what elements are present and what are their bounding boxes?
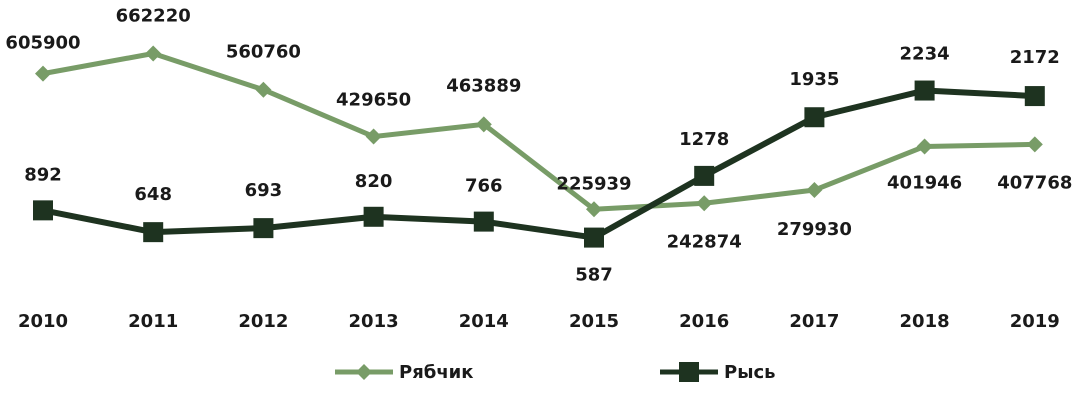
point <box>1024 86 1045 107</box>
data-label: 605900 <box>5 33 80 54</box>
point <box>696 195 713 212</box>
x-tick-label: 2015 <box>569 311 619 332</box>
data-label: 1278 <box>679 129 729 150</box>
point <box>143 222 164 243</box>
x-tick-label: 2019 <box>1010 311 1060 332</box>
x-tick-label: 2013 <box>349 311 399 332</box>
point <box>253 218 274 239</box>
point <box>365 128 382 145</box>
x-tick-label: 2016 <box>679 311 729 332</box>
point <box>473 211 494 232</box>
point <box>584 227 604 248</box>
data-label: 2172 <box>1010 47 1060 68</box>
series-line <box>42 50 1035 212</box>
x-tick-label: 2011 <box>128 311 178 332</box>
point <box>33 200 53 221</box>
data-label: 766 <box>465 176 503 197</box>
point <box>806 182 823 199</box>
data-label: 401946 <box>887 172 962 193</box>
legend-label: Рябчик <box>399 362 474 383</box>
point <box>804 107 825 128</box>
legend-label: Рысь <box>724 362 776 383</box>
point <box>145 45 162 62</box>
x-tick-label: 2010 <box>18 311 68 332</box>
data-label: 892 <box>24 164 62 185</box>
point <box>475 116 492 133</box>
data-label: 279930 <box>777 219 852 240</box>
data-label: 560760 <box>226 42 301 63</box>
point <box>356 364 372 380</box>
data-label: 407768 <box>997 172 1072 193</box>
data-label: 242874 <box>667 231 742 252</box>
point <box>586 201 602 218</box>
data-label: 2234 <box>900 44 950 65</box>
data-label: 463889 <box>446 75 521 96</box>
data-label: 225939 <box>556 173 631 194</box>
point <box>255 81 272 98</box>
data-label: 820 <box>355 171 393 192</box>
data-label: 587 <box>575 265 613 286</box>
x-tick-label: 2012 <box>238 311 288 332</box>
point <box>35 65 51 82</box>
data-label: 648 <box>134 184 172 205</box>
point <box>1026 136 1043 153</box>
series-line <box>42 87 1035 241</box>
point <box>914 80 935 101</box>
x-tick-label: 2018 <box>900 311 950 332</box>
x-tick-label: 2017 <box>789 311 839 332</box>
data-label: 662220 <box>116 5 191 26</box>
x-tick-label: 2014 <box>459 311 509 332</box>
data-label: 1935 <box>789 69 839 90</box>
point <box>694 165 715 186</box>
data-label: 693 <box>245 180 283 201</box>
data-label: 429650 <box>336 90 411 111</box>
point <box>679 362 699 382</box>
point <box>363 206 384 227</box>
point <box>916 138 933 155</box>
